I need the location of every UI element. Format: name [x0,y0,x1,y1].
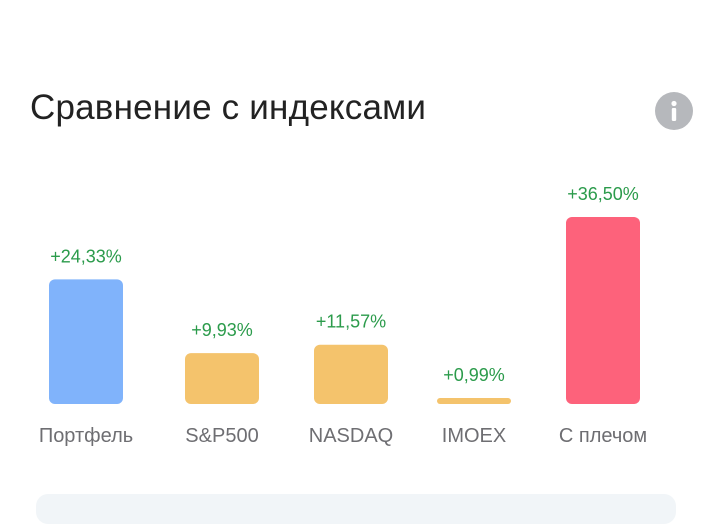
page-title: Сравнение с индексами [30,88,427,127]
bar-value-label-1: +24,33% [50,246,122,266]
bar-3 [314,344,388,404]
bar-5 [566,217,640,404]
bar-1 [49,279,123,404]
bar-value-label-3: +11,57% [316,312,386,332]
bar-value-label-4: +0,99% [443,365,505,385]
category-label-3: NASDAQ [309,425,393,447]
bar-4 [437,398,511,404]
category-label-2: S&P500 [185,425,258,447]
bar-chart: +24,33% Портфель +9,93% S&P500 +11,57% NASDAQ… [39,184,647,447]
bottom-panel [36,494,676,524]
category-label-4: IMOEX [442,425,506,447]
category-label-5: С плечом [559,425,647,447]
comparison-card: Сравнение с индексами +24,33% Портфель +9,… [30,88,693,524]
bar-value-label-2: +9,93% [191,320,253,340]
info-icon[interactable] [655,92,693,130]
info-glyph [671,100,677,121]
bar-2 [185,353,259,404]
category-label-1: Портфель [39,425,133,447]
bar-value-label-5: +36,50% [567,184,639,204]
